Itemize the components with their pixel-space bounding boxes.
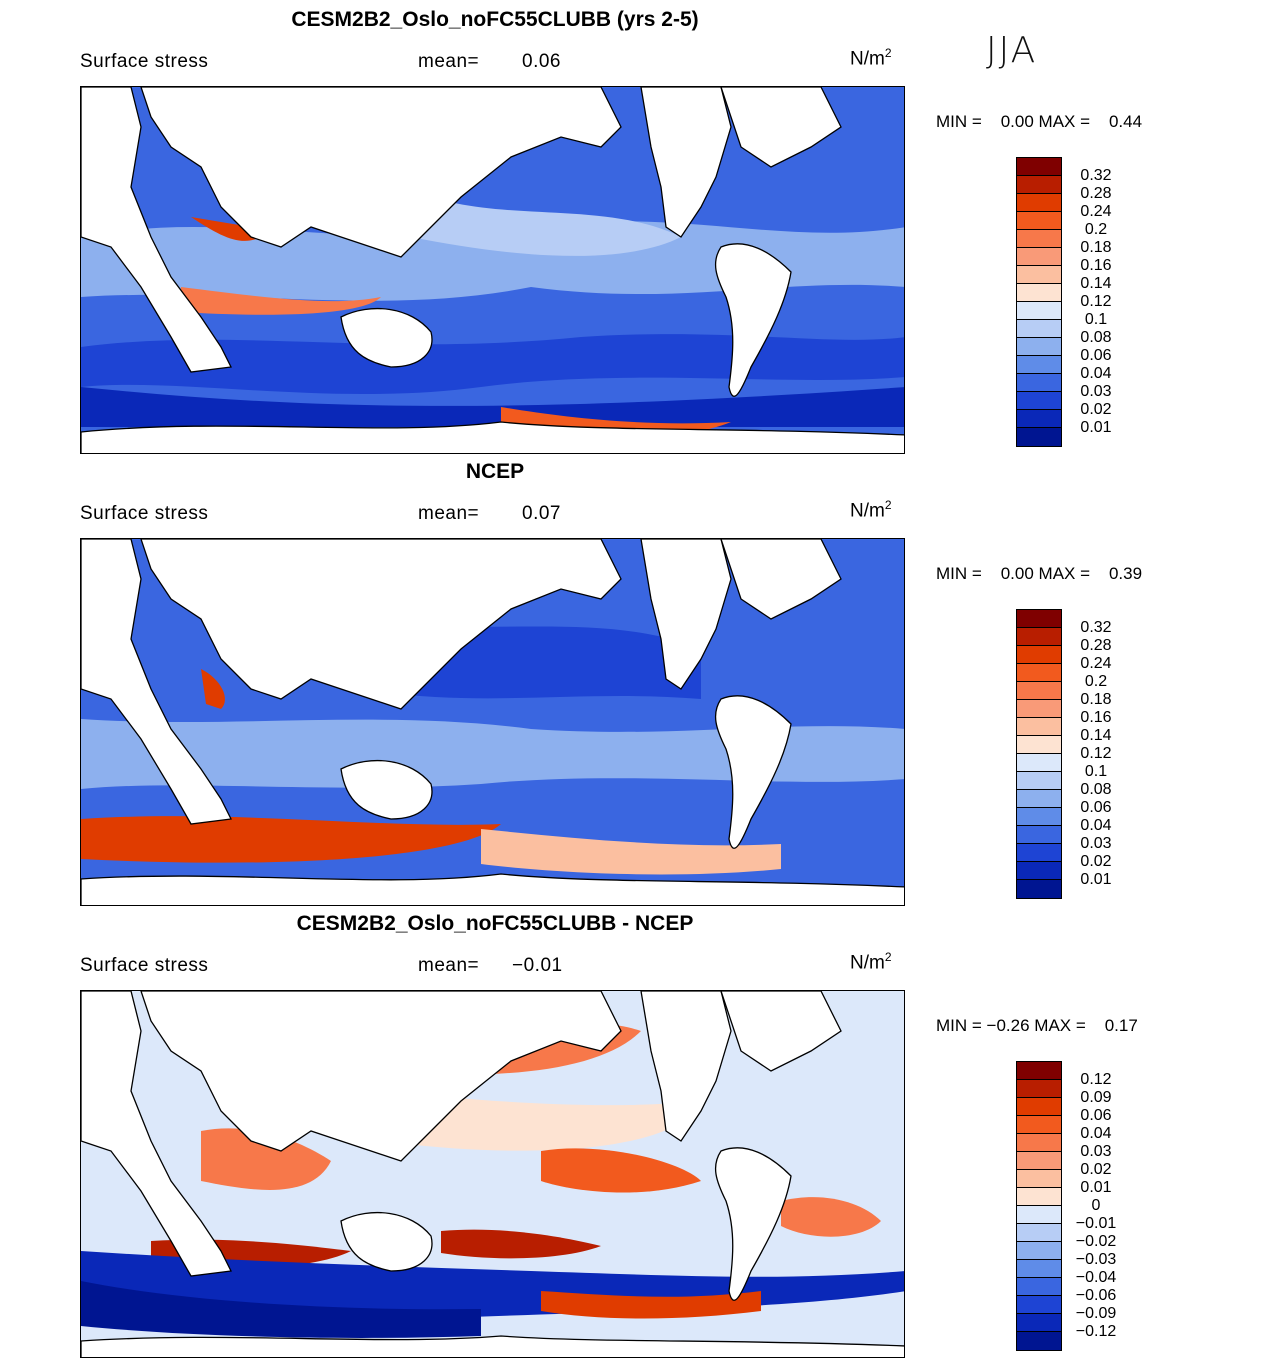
variable-label: Surface stress — [80, 955, 209, 976]
colorbar-tick: 0.18 — [1080, 239, 1112, 256]
mean-value: −0.01 — [512, 955, 563, 976]
minmax-readout: MIN = 0.00 MAX = 0.39 — [936, 564, 1143, 583]
panel-title: CESM2B2_Oslo_noFC55CLUBB - NCEP — [296, 912, 694, 935]
mean-label: mean= — [418, 51, 480, 72]
colorbar — [1016, 1061, 1062, 1351]
map-panel-difference — [80, 990, 905, 1358]
colorbar-tick: 0.12 — [1080, 745, 1112, 762]
colorbar-tick: 0 — [1091, 1197, 1101, 1214]
colorbar-tick: 0.04 — [1080, 1125, 1112, 1142]
colorbar-tick: 0.14 — [1080, 727, 1112, 744]
colorbar-tick: 0.14 — [1080, 275, 1112, 292]
colorbar-tick: 0.04 — [1080, 365, 1112, 382]
panel-title: CESM2B2_Oslo_noFC55CLUBB (yrs 2-5) — [291, 8, 699, 31]
colorbar-tick: 0.01 — [1080, 1179, 1112, 1196]
mean-value: 0.07 — [522, 503, 561, 524]
minmax-readout: MIN = −0.26 MAX = 0.17 — [936, 1016, 1138, 1035]
minmax-readout: MIN = 0.00 MAX = 0.44 — [936, 112, 1143, 131]
colorbar-tick: −0.03 — [1075, 1251, 1117, 1268]
colorbar-tick: 0.16 — [1080, 257, 1112, 274]
colorbar-tick: 0.12 — [1080, 293, 1112, 310]
colorbar-tick: 0.09 — [1080, 1089, 1112, 1106]
units-label: N/m2 — [850, 950, 892, 974]
mean-label: mean= — [418, 955, 480, 976]
panel-title: NCEP — [465, 460, 525, 483]
mean-label: mean= — [418, 503, 480, 524]
colorbar-tick: 0.02 — [1080, 1161, 1112, 1178]
colorbar-tick: 0.06 — [1080, 1107, 1112, 1124]
colorbar-tick: 0.08 — [1080, 781, 1112, 798]
colorbar-tick: 0.24 — [1080, 655, 1112, 672]
colorbar-tick: −0.06 — [1075, 1287, 1117, 1304]
colorbar-tick: 0.2 — [1084, 673, 1108, 690]
colorbar-tick: 0.03 — [1080, 1143, 1112, 1160]
colorbar-tick: −0.09 — [1075, 1305, 1117, 1322]
colorbar-tick: −0.04 — [1075, 1269, 1117, 1286]
colorbar-tick: 0.01 — [1080, 419, 1112, 436]
mean-value: 0.06 — [522, 51, 561, 72]
colorbar-tick: 0.03 — [1080, 383, 1112, 400]
units-label: N/m2 — [850, 46, 892, 70]
colorbar-tick: 0.1 — [1084, 763, 1108, 780]
colorbar-tick: −0.02 — [1075, 1233, 1117, 1250]
colorbar-tick: 0.2 — [1084, 221, 1108, 238]
colorbar-tick: 0.16 — [1080, 709, 1112, 726]
colorbar-tick: 0.12 — [1080, 1071, 1112, 1088]
colorbar-tick: 0.32 — [1080, 619, 1112, 636]
colorbar-tick: 0.03 — [1080, 835, 1112, 852]
variable-label: Surface stress — [80, 503, 209, 524]
season-label: JJA — [986, 30, 1038, 71]
colorbar — [1016, 157, 1062, 447]
map-panel-ncep — [80, 538, 905, 906]
colorbar-tick: 0.28 — [1080, 637, 1112, 654]
colorbar-tick: 0.1 — [1084, 311, 1108, 328]
colorbar-tick: 0.06 — [1080, 347, 1112, 364]
variable-label: Surface stress — [80, 51, 209, 72]
colorbar-tick: 0.32 — [1080, 167, 1112, 184]
colorbar-tick: 0.24 — [1080, 203, 1112, 220]
colorbar-tick: 0.02 — [1080, 401, 1112, 418]
colorbar-tick: −0.12 — [1075, 1323, 1117, 1340]
colorbar-tick: 0.28 — [1080, 185, 1112, 202]
colorbar — [1016, 609, 1062, 899]
colorbar-tick: 0.06 — [1080, 799, 1112, 816]
colorbar-tick: 0.08 — [1080, 329, 1112, 346]
colorbar-tick: 0.04 — [1080, 817, 1112, 834]
colorbar-tick: −0.01 — [1075, 1215, 1117, 1232]
colorbar-tick: 0.18 — [1080, 691, 1112, 708]
units-label: N/m2 — [850, 498, 892, 522]
map-panel-model — [80, 86, 905, 454]
colorbar-tick: 0.01 — [1080, 871, 1112, 888]
colorbar-tick: 0.02 — [1080, 853, 1112, 870]
